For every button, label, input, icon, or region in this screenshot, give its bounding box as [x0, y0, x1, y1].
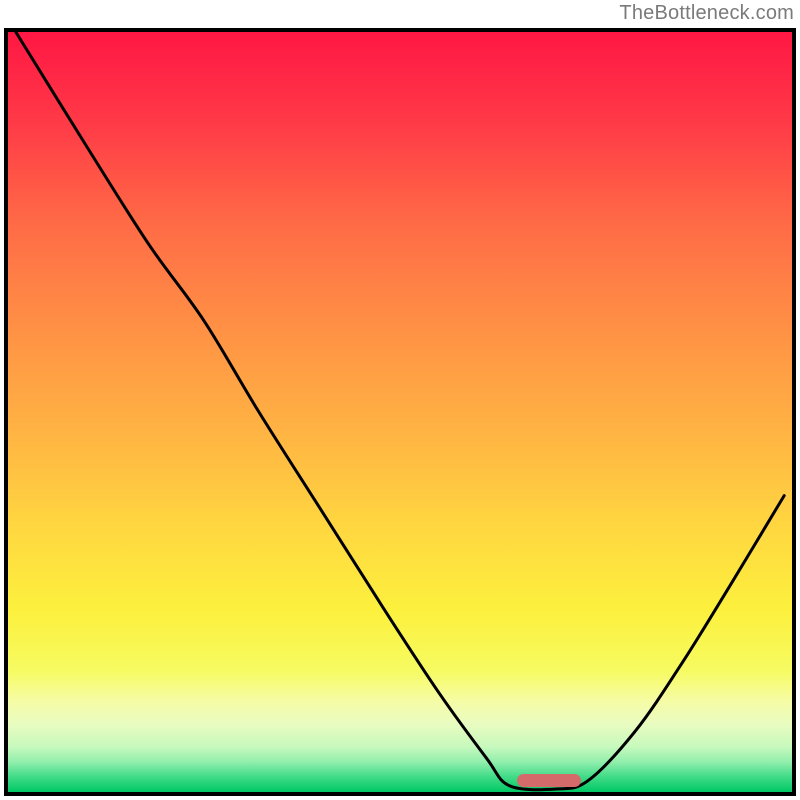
bottleneck-curve [8, 32, 792, 792]
attribution-watermark: TheBottleneck.com [619, 2, 794, 25]
sweet-spot-marker [517, 774, 581, 787]
chart-frame [4, 28, 796, 796]
